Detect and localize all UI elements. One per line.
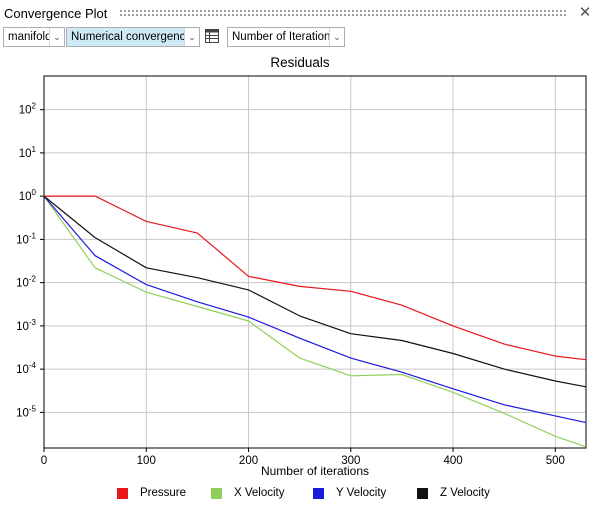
x-tick-label: 400 [443, 455, 462, 467]
plot-frame [43, 75, 587, 449]
drag-handle[interactable] [119, 9, 568, 17]
grid-lines [43, 76, 586, 448]
legend-item[interactable]: Pressure [117, 487, 186, 499]
y-axis: 10-5 10-4 10-3 10-2 10-1 100 101 102 [16, 102, 44, 419]
y-tick-label: 102 [19, 102, 37, 117]
legend-label: X Velocity [234, 487, 285, 499]
y-tick-label: 10-5 [16, 404, 36, 419]
window-titlebar: Convergence Plot ✕ [0, 0, 600, 26]
chevron-down-icon[interactable]: ⌄ [49, 28, 64, 46]
legend-swatch [117, 487, 128, 499]
region-select-value: manifold [8, 31, 52, 43]
y-tick-label: 10-4 [16, 361, 36, 376]
y-tick-label: 100 [19, 188, 37, 203]
y-tick-label: 10-2 [16, 275, 36, 290]
y-tick-label: 10-3 [16, 318, 36, 333]
legend-swatch [313, 487, 324, 499]
legend-item[interactable]: Z Velocity [417, 487, 490, 499]
region-select[interactable]: manifold ⌄ [3, 27, 65, 47]
close-icon[interactable]: ✕ [578, 4, 592, 21]
series-line-y-velocity [43, 195, 587, 424]
x-tick-label: 300 [341, 455, 360, 467]
residuals-chart: Residuals 0 100 200 300 400 500 10-510-410-31… [16, 55, 587, 478]
legend-label: Z Velocity [440, 487, 490, 499]
series-line-x-velocity [43, 195, 587, 448]
legend-swatch [211, 487, 222, 499]
x-tick-label: 100 [137, 455, 156, 467]
legend-label: Y Velocity [336, 487, 387, 499]
window-title: Convergence Plot [4, 5, 108, 21]
series-lines [43, 195, 587, 448]
chart-title: Residuals [270, 55, 330, 70]
chevron-down-icon[interactable]: ⌄ [329, 28, 344, 46]
legend-item[interactable]: Y Velocity [313, 487, 386, 499]
y-tick-label: 101 [19, 145, 37, 160]
legend-item[interactable]: X Velocity [211, 487, 285, 499]
x-axis: 0 100 200 300 400 500 [41, 448, 565, 467]
chart-legend: Pressure X Velocity Y Velocity Z Velocity [0, 487, 600, 503]
legend-swatch [417, 487, 428, 499]
x-tick-label: 500 [546, 455, 565, 467]
plot-type-select-value: Numerical convergence [67, 28, 196, 46]
x-axis-select-value: Number of Iterations [232, 31, 337, 43]
plot-type-select[interactable]: Numerical convergence ⌄ [66, 27, 200, 47]
series-line-pressure [44, 195, 587, 361]
x-axis-label: Number of iterations [261, 464, 369, 478]
series-line-z-velocity [43, 195, 587, 388]
legend-label: Pressure [140, 487, 187, 499]
toolbar: manifold ⌄ Numerical convergence ⌄ Numbe… [0, 27, 600, 47]
chevron-down-icon[interactable]: ⌄ [184, 28, 199, 46]
x-tick-label: 0 [41, 455, 47, 467]
y-tick-label: 10-1 [16, 231, 36, 246]
x-axis-select[interactable]: Number of Iterations ⌄ [227, 27, 345, 47]
x-tick-label: 200 [239, 455, 258, 467]
table-icon[interactable] [205, 29, 219, 43]
